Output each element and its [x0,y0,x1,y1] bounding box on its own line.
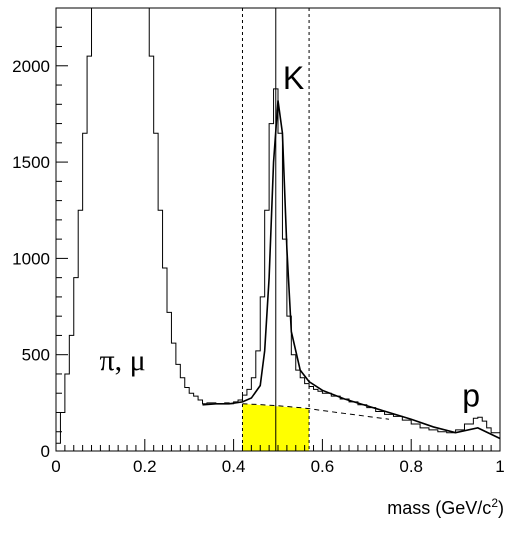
y-tick-label: 0 [41,442,50,461]
window-markers [241,8,310,451]
fit-curve [202,100,501,440]
x-axis-title-main: mass (GeV/c [387,498,491,518]
y-tick-label: 1500 [12,153,50,172]
x-tick-label: 0.8 [399,457,423,476]
y-tick-label: 500 [22,346,50,365]
annotation-label-3: p [462,378,480,414]
y-axis-ticks: 0 500 1000 1500 2000 [12,7,68,461]
x-axis-title-close: ) [498,498,504,518]
x-axis-title-sup: 2 [491,496,498,510]
x-axis-title: mass (GeV/c2) [387,496,504,518]
x-tick-label: 1 [495,457,504,476]
annotation-label-2: K [283,60,304,96]
background-curve [242,403,390,420]
data-series [56,7,501,444]
x-tick-label: 0.4 [222,457,246,476]
x-tick-label: 0 [51,457,60,476]
x-axis-ticks: 0 0.2 0.4 0.6 0.8 1 [51,439,505,476]
y-tick-label: 2000 [12,57,50,76]
annotation-label-1: π, μ [99,344,145,377]
x-tick-label: 0.6 [311,457,335,476]
y-tick-label: 1000 [12,249,50,268]
plot-frame [55,7,501,452]
x-tick-label: 0.2 [133,457,157,476]
histogram-series [56,7,501,444]
annotations: π, μ Kp [99,60,480,414]
